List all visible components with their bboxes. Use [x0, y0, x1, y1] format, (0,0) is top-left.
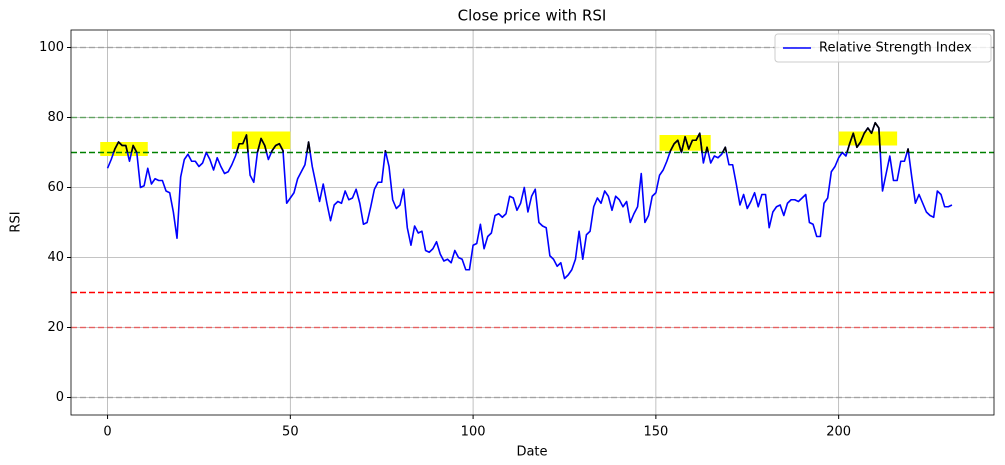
highlight-region [100, 142, 148, 156]
plot-area [71, 46, 994, 399]
x-tick-label: 100 [461, 425, 486, 440]
x-tick-label: 200 [826, 425, 851, 440]
y-tick-label: 0 [56, 390, 64, 405]
legend-label: Relative Strength Index [819, 41, 972, 56]
axes-frame [70, 29, 995, 416]
chart-title: Close price with RSI [458, 7, 607, 25]
y-tick-label: 80 [47, 110, 64, 125]
y-tick-label: 60 [47, 180, 64, 195]
y-tick-label: 100 [39, 40, 64, 55]
y-tick-label: 20 [47, 320, 64, 335]
rsi-line [106, 121, 953, 280]
highlight-region [838, 131, 898, 146]
y-axis-label: RSI [9, 211, 24, 232]
x-axis-label: Date [516, 445, 547, 460]
legend-box [774, 33, 992, 63]
y-tick-label: 40 [47, 250, 64, 265]
x-tick-label: 0 [103, 425, 111, 440]
legend: Relative Strength Index [774, 33, 992, 63]
x-tick-label: 50 [282, 425, 299, 440]
x-tick-label: 150 [643, 425, 668, 440]
